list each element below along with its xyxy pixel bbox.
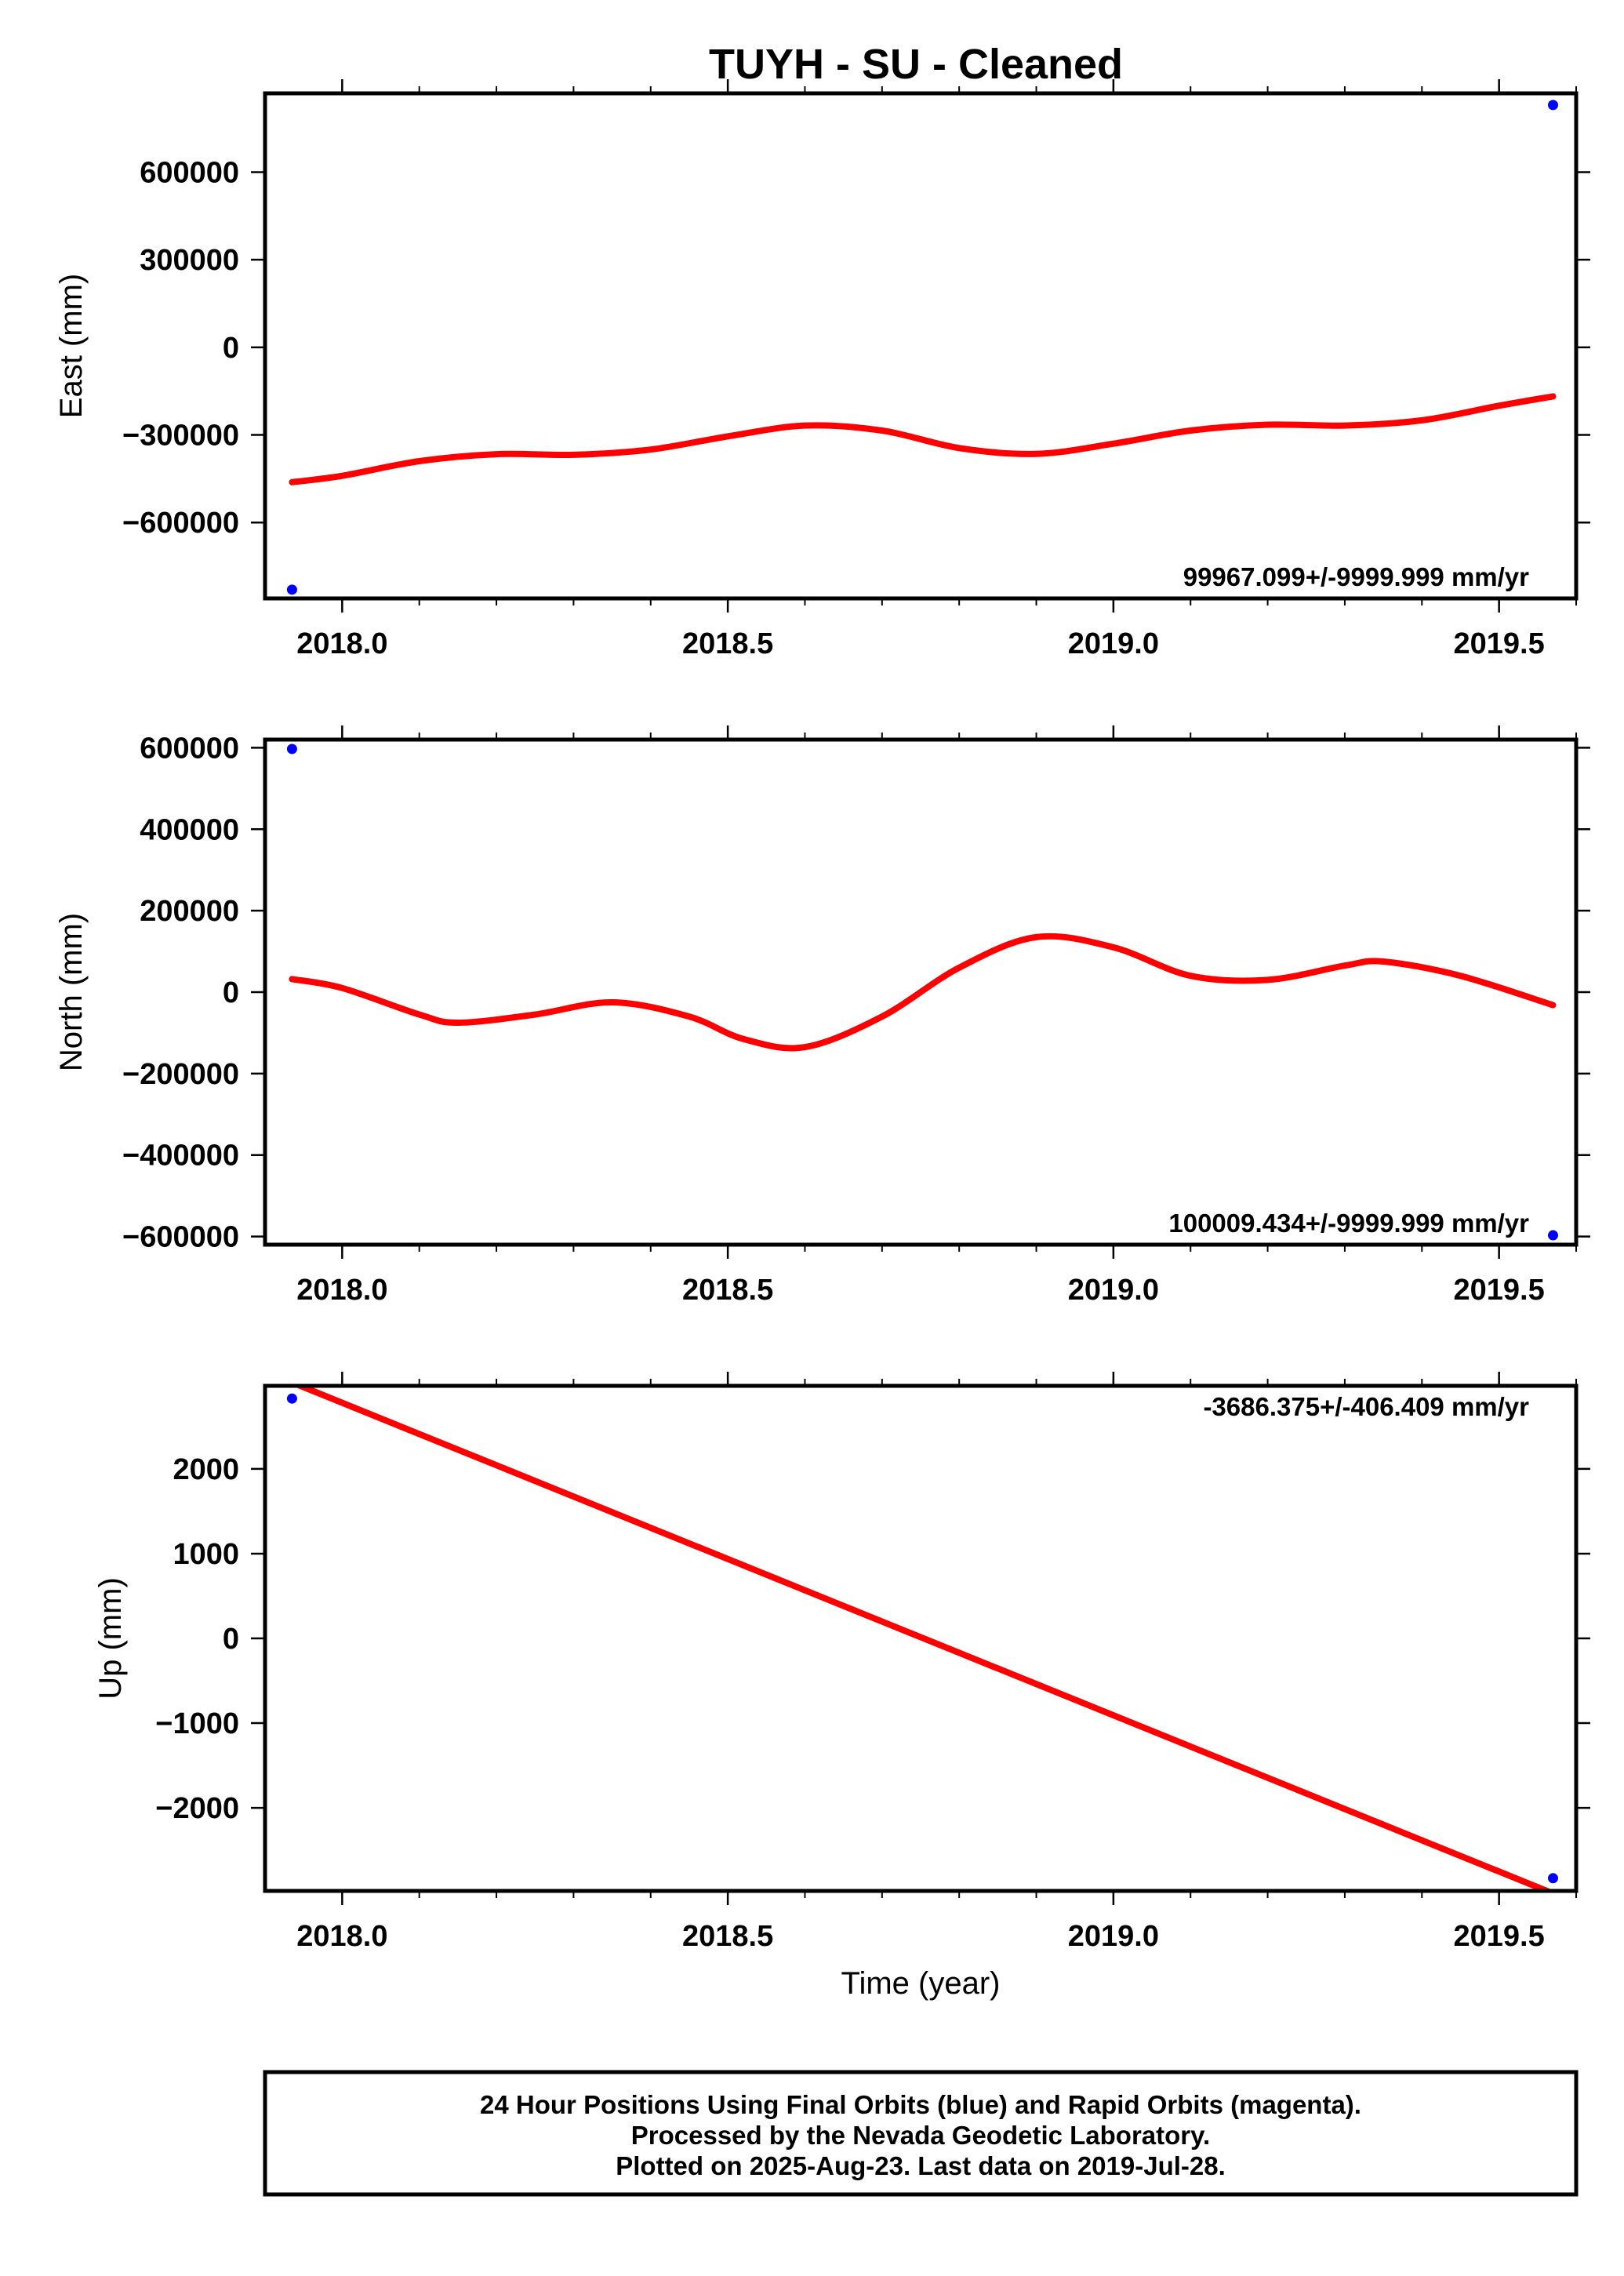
plot-area xyxy=(289,933,1557,1052)
y-tick-label: 400000 xyxy=(140,813,239,846)
x-tick-label: 2018.0 xyxy=(296,1920,387,1953)
footer-box: 24 Hour Positions Using Final Orbits (bl… xyxy=(263,2070,1579,2197)
plot-area xyxy=(289,393,1557,485)
y-tick-label: −600000 xyxy=(122,507,239,540)
panel-2: 2018.0 2018.5 2019.0 2019.5 600000 400000 2000… xyxy=(54,725,1590,1307)
plot-frame xyxy=(263,737,1579,1247)
data-point xyxy=(286,744,297,754)
y-tick-label: 2000 xyxy=(173,1453,239,1486)
y-tick-label: 600000 xyxy=(140,732,239,765)
data-point xyxy=(1547,100,1558,111)
y-axis-label: East (mm) xyxy=(54,274,89,418)
x-tick-label: 2019.5 xyxy=(1454,1920,1545,1953)
x-tick-label: 2018.5 xyxy=(682,1920,773,1953)
fit-line xyxy=(292,1386,1555,1891)
data-point xyxy=(1547,1873,1558,1884)
y-axis-label: Up (mm) xyxy=(93,1577,128,1700)
y-tick-label: 600000 xyxy=(140,157,239,190)
y-tick-label: 0 xyxy=(223,332,239,365)
y-tick-label: 300000 xyxy=(140,244,239,277)
x-tick-label: 2019.0 xyxy=(1068,1274,1159,1307)
data-point xyxy=(286,584,297,595)
x-tick-label: 2018.0 xyxy=(296,627,387,660)
plot-frame xyxy=(263,91,1579,601)
data-point xyxy=(286,1393,297,1404)
plot-frame xyxy=(263,1383,1579,1893)
panel-3: 2018.0 2018.5 2019.0 2019.5 2000 1000 0 −1000 −2… xyxy=(93,1372,1590,2001)
y-tick-label: −600000 xyxy=(122,1221,239,1254)
y-tick-label: 200000 xyxy=(140,895,239,928)
x-tick-label: 2019.5 xyxy=(1454,627,1545,660)
y-tick-label: −2000 xyxy=(155,1792,239,1825)
footer-line-2: Processed by the Nevada Geodetic Laborat… xyxy=(631,2121,1210,2150)
rate-label: 100009.434+/-9999.999 mm/yr xyxy=(1168,1209,1529,1238)
y-tick-label: −200000 xyxy=(122,1058,239,1091)
y-tick-label: −400000 xyxy=(122,1140,239,1173)
panel-1: 2018.0 2018.5 2019.0 2019.5 600000 300000 0 −30… xyxy=(54,79,1590,660)
x-axis-label: Time (year) xyxy=(841,1966,1001,2001)
rate-label: -3686.375+/-406.409 mm/yr xyxy=(1203,1392,1529,1421)
footer-line-3: Plotted on 2025-Aug-23. Last data on 201… xyxy=(616,2151,1226,2180)
x-tick-label: 2019.5 xyxy=(1454,1274,1545,1307)
fit-line xyxy=(289,933,1557,1052)
plot-area xyxy=(292,1386,1555,1891)
y-axis-label: North (mm) xyxy=(54,913,89,1071)
x-tick-label: 2018.5 xyxy=(682,1274,773,1307)
y-tick-label: 1000 xyxy=(173,1538,239,1571)
data-point xyxy=(1547,1230,1558,1241)
chart-title: TUYH - SU - Cleaned xyxy=(709,41,1123,88)
y-tick-label: −300000 xyxy=(122,420,239,453)
y-tick-label: 0 xyxy=(223,1623,239,1656)
y-tick-label: −1000 xyxy=(155,1707,239,1740)
y-tick-label: 0 xyxy=(223,976,239,1009)
x-tick-label: 2019.0 xyxy=(1068,627,1159,660)
x-tick-label: 2018.5 xyxy=(682,627,773,660)
rate-label: 99967.099+/-9999.999 mm/yr xyxy=(1183,562,1529,591)
footer-line-1: 24 Hour Positions Using Final Orbits (bl… xyxy=(480,2090,1361,2119)
fit-line xyxy=(289,393,1557,485)
x-tick-label: 2018.0 xyxy=(296,1274,387,1307)
x-tick-label: 2019.0 xyxy=(1068,1920,1159,1953)
